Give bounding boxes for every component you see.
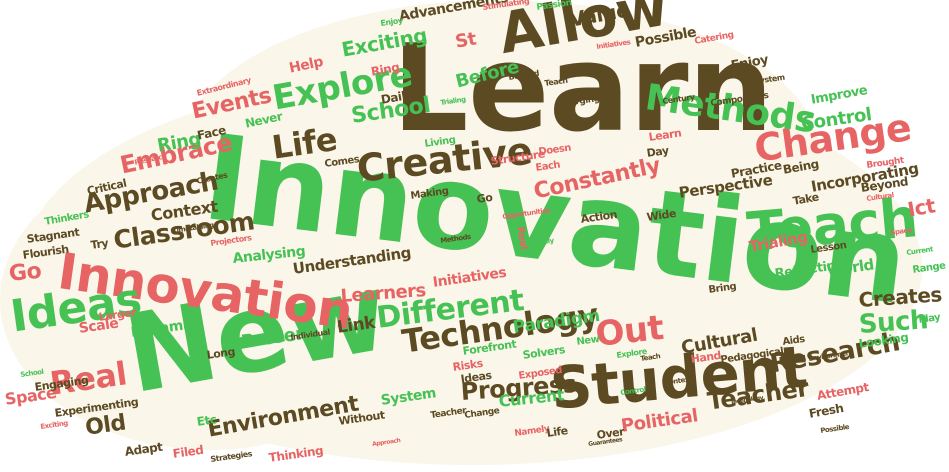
word: Range	[911, 260, 947, 276]
word: Try	[89, 236, 109, 252]
word: Adapt	[123, 439, 164, 459]
word: Day	[645, 143, 670, 160]
word: Etc	[195, 412, 218, 429]
word: Filed	[171, 442, 205, 461]
word: St	[453, 28, 478, 53]
word: Learn	[392, 20, 773, 159]
word: Go	[475, 190, 494, 206]
word: Improve	[809, 83, 869, 108]
cloud-shape	[0, 150, 420, 450]
word: Fresh	[807, 400, 845, 421]
word: Thinking	[267, 443, 324, 465]
word: Possible	[819, 422, 850, 435]
word: Old	[83, 410, 128, 441]
word: Creates	[857, 282, 943, 312]
word: Strategies	[209, 449, 253, 464]
word: Play	[917, 311, 941, 326]
word: Out	[593, 307, 666, 355]
word: Go	[7, 258, 43, 287]
word: Life	[545, 424, 569, 440]
word: Exciting	[39, 419, 69, 431]
word: Ict	[905, 193, 937, 222]
